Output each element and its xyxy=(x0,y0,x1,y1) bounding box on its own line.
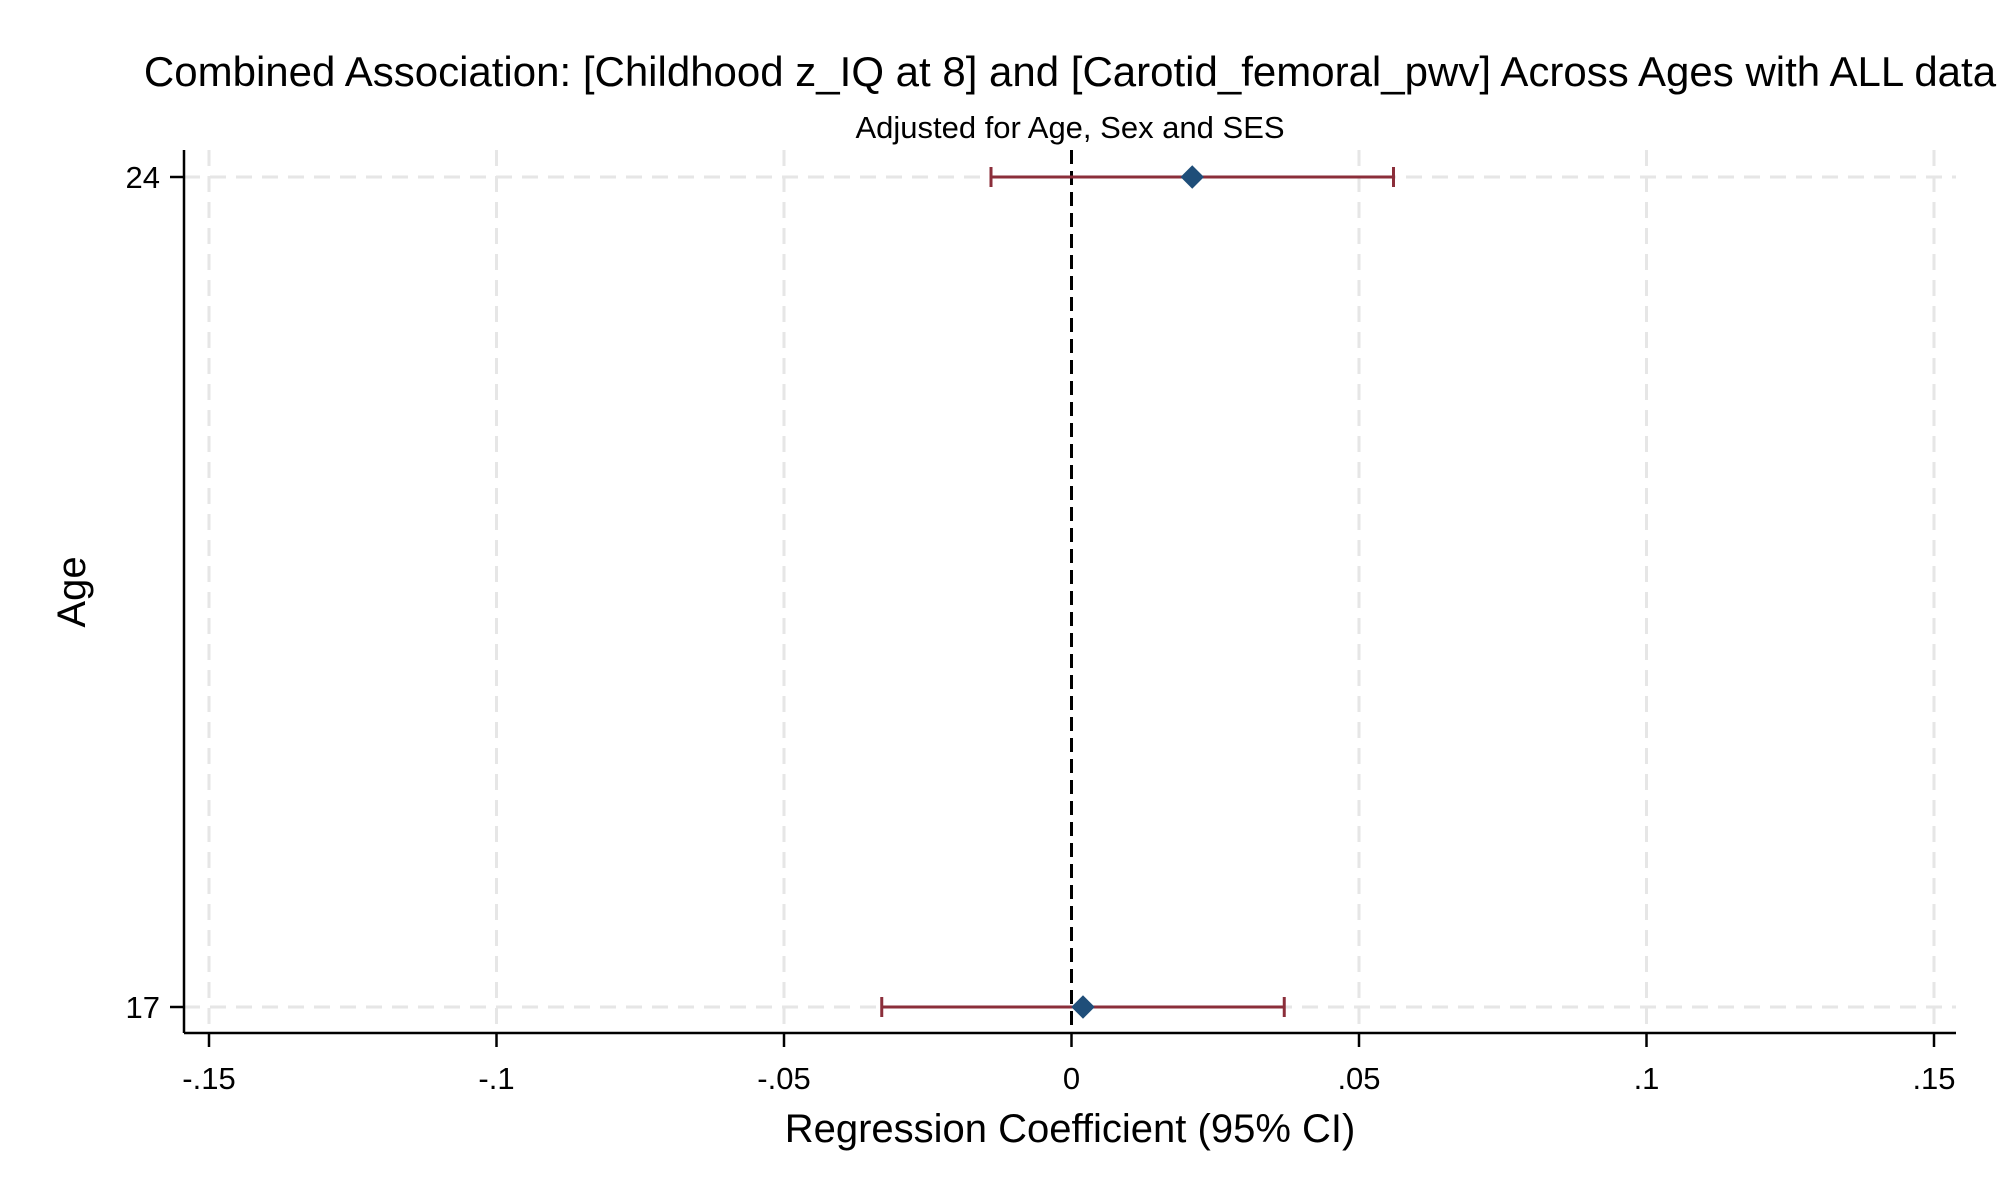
x-axis-title: Regression Coefficient (95% CI) xyxy=(785,1107,1356,1151)
chart-title: Combined Association: [Childhood z_IQ at… xyxy=(144,48,1997,95)
x-tick-label: 0 xyxy=(1063,1061,1080,1096)
y-tick-label: 17 xyxy=(126,990,160,1025)
confidence-intervals xyxy=(880,167,1395,1017)
x-tick-label: -.05 xyxy=(757,1061,810,1096)
chart-subtitle: Adjusted for Age, Sex and SES xyxy=(855,110,1284,145)
x-tick-label: .15 xyxy=(1912,1061,1955,1096)
y-tick-label: 24 xyxy=(126,160,160,195)
point-estimates xyxy=(1071,165,1204,1019)
coefficient-marker xyxy=(1071,995,1095,1019)
y-axis-title: Age xyxy=(50,556,94,627)
axes: -.15 -.1 -.05 0 .05 .1 .15 17 24 xyxy=(126,150,1956,1096)
x-tick-label: .1 xyxy=(1634,1061,1660,1096)
coefficient-marker xyxy=(1180,165,1204,189)
x-tick-label: -.1 xyxy=(478,1061,514,1096)
x-tick-label: .05 xyxy=(1337,1061,1380,1096)
x-tick-label: -.15 xyxy=(182,1061,235,1096)
